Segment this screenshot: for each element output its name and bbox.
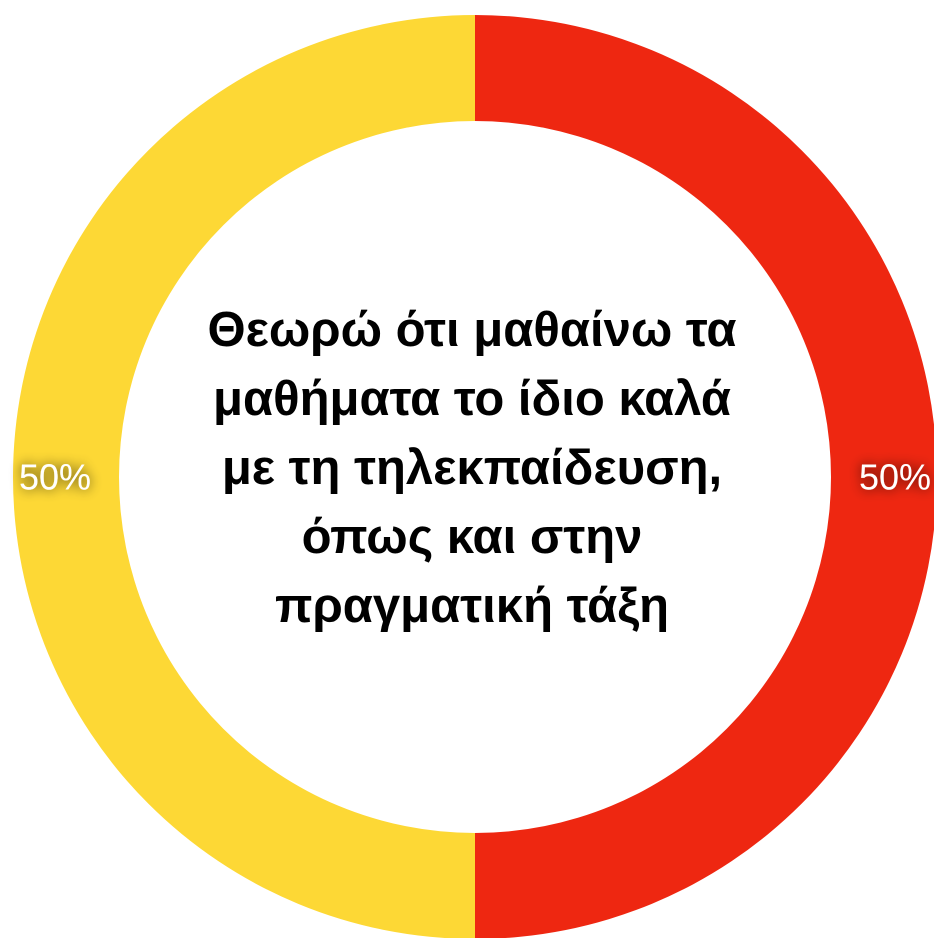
slice-1-label: 50% [19,457,91,498]
slice-0-label: 50% [859,457,931,498]
slice-0 [475,15,934,938]
labels-layer: 50% 50% [19,457,931,498]
slices-layer [13,15,934,938]
slice-1 [13,15,475,938]
chart-title: Θεωρώ ότι μαθαίνω τα μαθήματα το ίδιο κα… [207,302,737,633]
